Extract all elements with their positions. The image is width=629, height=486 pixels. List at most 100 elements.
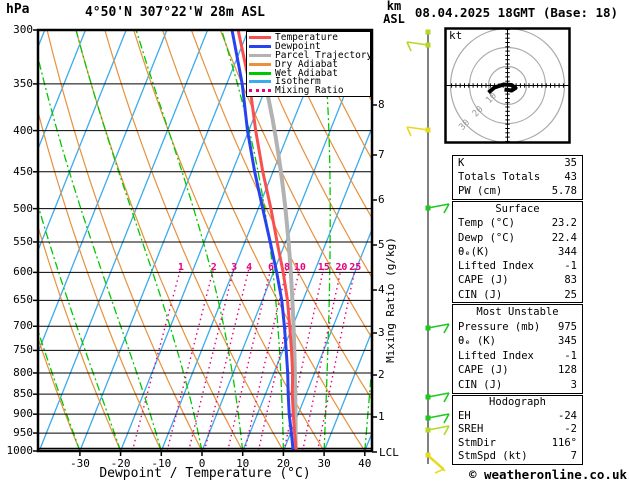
wind-barb-feather	[443, 425, 450, 436]
km-tick-label: 4	[378, 283, 385, 296]
pressure-unit-label: hPa	[6, 2, 30, 17]
hodograph-unit-label: kt	[449, 29, 463, 42]
stat-label: EH	[458, 409, 471, 422]
wind-barb	[425, 29, 431, 35]
dry-adiabat-line	[38, 336, 81, 451]
wind-barb-feather	[406, 41, 412, 52]
mixing-ratio-value-label: 2	[210, 262, 217, 273]
stats-box-indices: K 35 Totals Totals 43 PW (cm) 5.78	[452, 155, 583, 200]
stat-label: CIN (J)	[458, 378, 503, 391]
pressure-axis-label: 500	[13, 201, 33, 215]
dry-adiabat-line	[277, 30, 372, 220]
mixing-ratio-value-label: 1	[177, 262, 184, 273]
stat-value: -1	[564, 260, 577, 273]
wind-barb-stem	[427, 203, 450, 209]
plot-border	[36, 28, 374, 453]
stats-section-header: Surface	[495, 203, 540, 215]
mixing-ratio-line	[301, 267, 343, 451]
stat-row: Dewp (°C) 22.4	[458, 231, 577, 245]
legend-item: Wet Adiabat	[249, 67, 370, 79]
mixing-ratio-value-label: 3	[231, 262, 238, 273]
temperature-curve	[236, 30, 298, 451]
stat-value: 7	[570, 450, 577, 463]
wet-adiabat-line	[38, 54, 162, 451]
stat-value: 23.2	[551, 217, 577, 230]
mixing-ratio-value-label: 8	[284, 262, 291, 273]
legend-label: Parcel Trajectory	[275, 49, 373, 61]
wind-barb-column	[406, 29, 450, 474]
stat-row: Lifted Index -1	[458, 349, 577, 364]
stat-value: -24	[558, 409, 577, 422]
stats-section-header: Most Unstable	[476, 306, 559, 318]
stat-value: -2	[564, 423, 577, 436]
wind-barb	[425, 323, 450, 334]
dry-adiabat-line	[306, 30, 372, 161]
wind-barb-stem2	[428, 456, 446, 472]
stat-row: θₑ (K) 345	[458, 334, 577, 349]
wind-barb	[425, 425, 450, 436]
km-tick-label: 1	[378, 410, 385, 423]
stat-value: -1	[564, 349, 577, 362]
x-axis-title: Dewpoint / Temperature (°C)	[99, 466, 311, 481]
stat-label: CAPE (J)	[458, 274, 509, 287]
pressure-gridlines	[38, 29, 372, 452]
stat-label: Temp (°C)	[458, 217, 515, 230]
stat-label: Lifted Index	[458, 260, 534, 273]
altitude-unit: km	[386, 0, 402, 13]
legend-label: Wet Adiabat	[275, 67, 338, 79]
dewpoint-swatch	[249, 44, 271, 48]
isotherm-line	[79, 30, 249, 451]
isotherm-line	[160, 30, 331, 451]
wind-barb	[425, 203, 450, 214]
stat-label: SREH	[458, 423, 484, 436]
mixing-ratio-value-label: 15	[317, 262, 330, 273]
altitude-axis-label: km ASL	[374, 0, 414, 26]
stat-row: CAPE (J) 83	[458, 273, 577, 287]
stat-label: Dewp (°C)	[458, 231, 515, 244]
pressure-axis-label: 300	[13, 23, 33, 36]
lcl-label: LCL	[379, 446, 399, 459]
mixing-ratio-swatch	[249, 89, 271, 93]
temp-axis-label: -10	[151, 457, 172, 470]
pressure-axis-label: 850	[13, 387, 33, 401]
stat-value: 975	[558, 320, 577, 333]
stat-label: StmSpd (kt)	[458, 450, 528, 463]
pressure-axis-label: 550	[13, 234, 33, 248]
stat-row: Pressure (mb) 975	[458, 320, 577, 335]
wet-adiabat-line	[135, 30, 244, 451]
stat-value: 345	[558, 335, 577, 348]
mixing-ratio-value-label: 20	[335, 262, 348, 273]
stat-label: Totals Totals	[458, 171, 541, 184]
stat-value: 344	[558, 245, 577, 258]
pressure-axis-label: 950	[13, 426, 33, 440]
legend-label: Isotherm	[275, 76, 321, 88]
mixing-ratio-line	[244, 267, 288, 451]
legend-label: Temperature	[275, 31, 338, 43]
copyright-label: © weatheronline.co.uk	[468, 467, 627, 482]
wet-adiabat-line	[364, 358, 372, 451]
isotherm-swatch	[249, 80, 271, 84]
wind-barb-stem	[427, 392, 450, 398]
stat-label: θₑ(K)	[458, 245, 490, 258]
pressure-axis-label: 400	[13, 123, 33, 137]
stat-row: Lifted Index -1	[458, 259, 577, 273]
stats-box-surface: Surface Temp (°C) 23.2 Dewp (°C) 22.4 θₑ(K) 34…	[452, 201, 583, 303]
stat-label: Lifted Index	[458, 349, 534, 362]
wind-barb-feather	[443, 203, 450, 214]
stat-label: StmDir	[458, 436, 496, 449]
parcel-trajectory-curve	[250, 30, 298, 451]
stat-label: Pressure (mb)	[458, 320, 541, 333]
mixing-ratio-line	[283, 267, 325, 451]
stat-row: Totals Totals 43	[458, 170, 577, 184]
stat-row: θₑ(K) 344	[458, 245, 577, 259]
isotherm-line	[201, 30, 372, 451]
temp-axis-label: 20	[276, 457, 291, 470]
wind-barb-stem	[427, 323, 450, 329]
stat-label: θₑ (K)	[458, 335, 496, 348]
stat-value: 3	[570, 378, 577, 391]
stats-box-most-unstable: Most Unstable Pressure (mb) 975 θₑ (K) 345 Li…	[452, 304, 583, 394]
mixing-ratio-line	[131, 267, 182, 451]
dry-adiabat-line	[38, 109, 162, 451]
mixing-ratio-line	[187, 267, 235, 451]
